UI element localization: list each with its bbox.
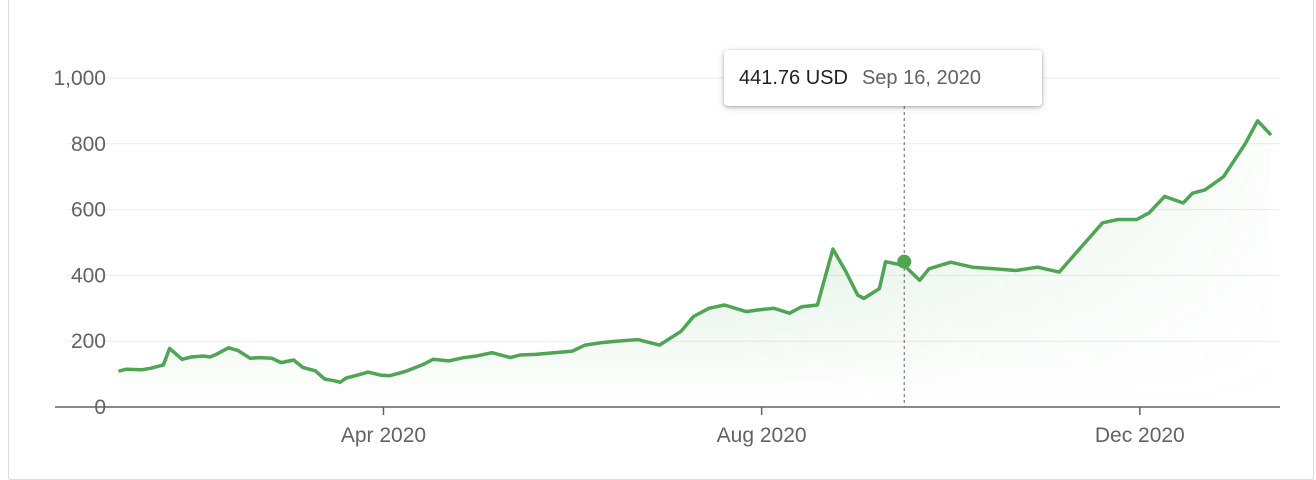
hover-cursor — [897, 106, 912, 407]
x-tick-label: Dec 2020 — [1095, 424, 1185, 447]
y-tick-label: 600 — [71, 199, 106, 222]
tooltip-date: Sep 16, 2020 — [861, 66, 981, 89]
y-tick-label: 200 — [71, 330, 106, 353]
x-tick-label: Apr 2020 — [341, 424, 426, 447]
y-tick-label: 1,000 — [53, 67, 106, 90]
tooltip-value: 441.76 USD — [739, 66, 848, 89]
area-fill-path — [120, 120, 1270, 408]
x-axis: Apr 2020 Aug 2020 Dec 2020 — [55, 406, 1280, 447]
cursor-point — [897, 254, 912, 269]
y-tick-label: 400 — [71, 264, 106, 287]
y-gridlines — [67, 77, 1280, 342]
series-line — [118, 119, 1272, 385]
y-tick-label: 800 — [71, 133, 106, 156]
x-tick-label: Aug 2020 — [717, 424, 807, 447]
hover-tooltip: 441.76 USD Sep 16, 2020 — [724, 50, 1042, 106]
area-fill — [120, 120, 1270, 408]
price-line — [118, 119, 1272, 385]
